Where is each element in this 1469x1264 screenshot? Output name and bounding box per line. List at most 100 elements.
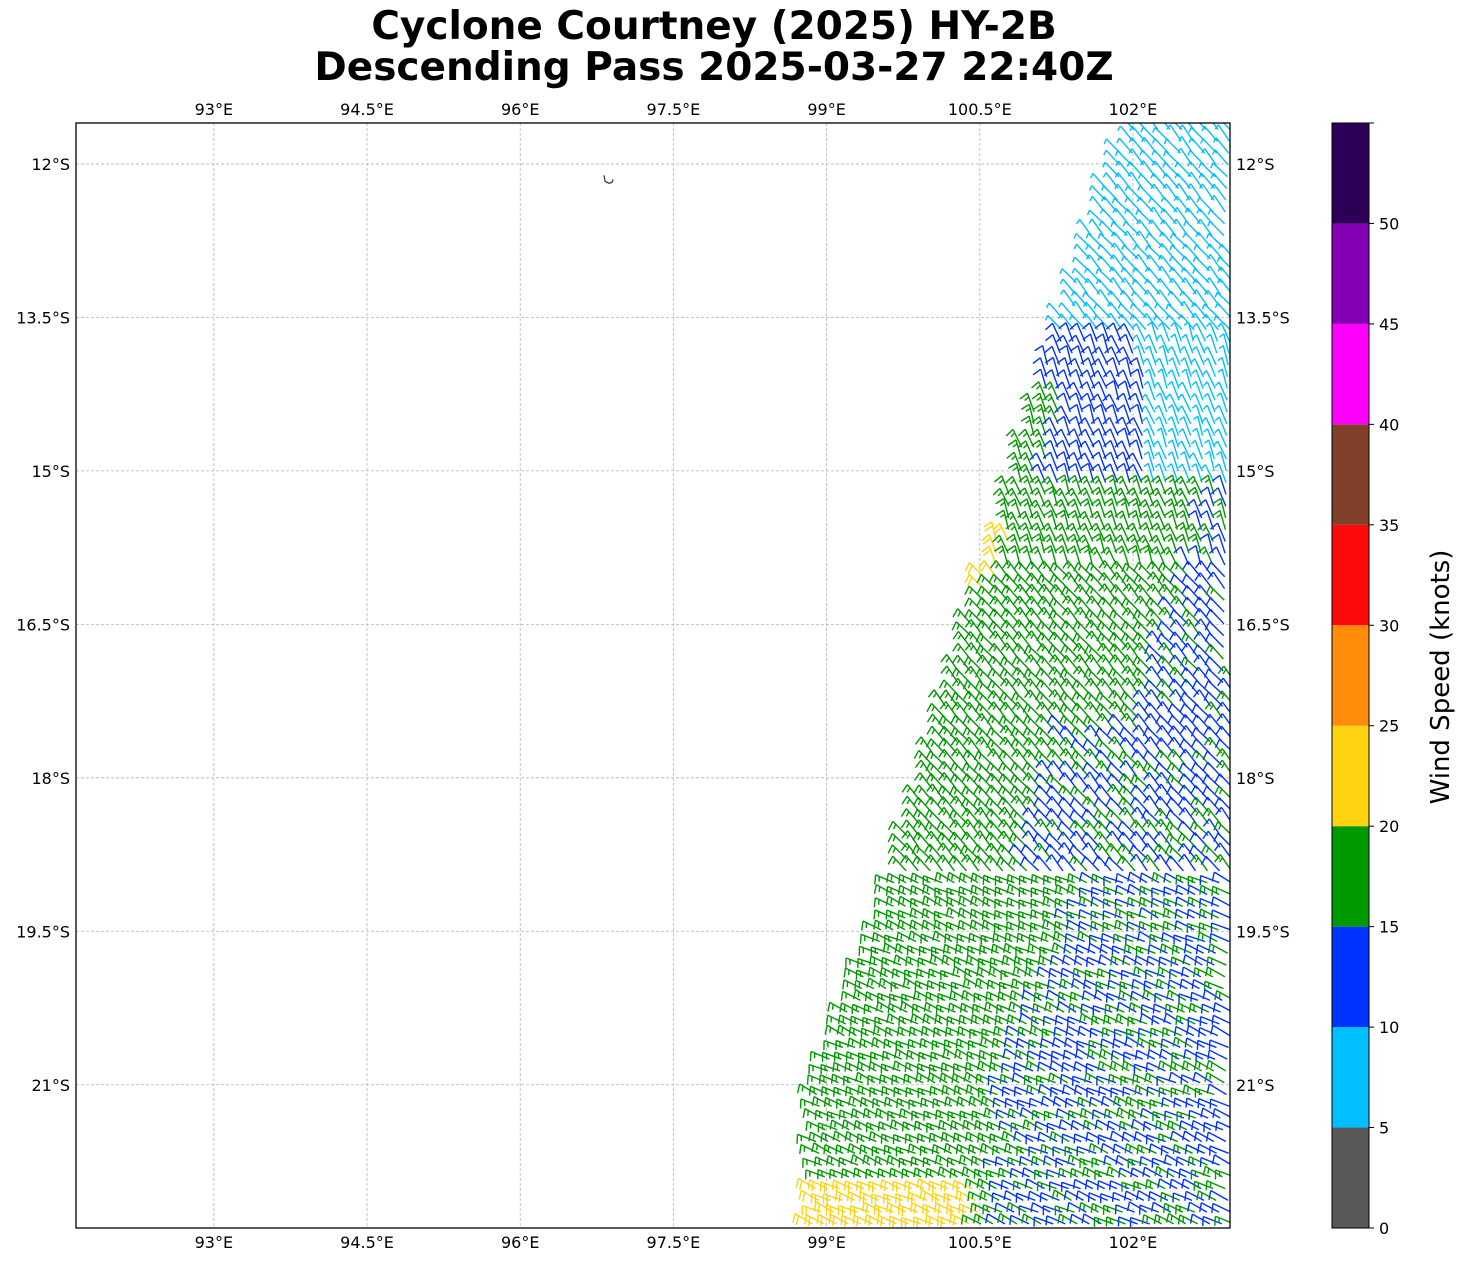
wind-barb <box>1177 1214 1199 1225</box>
wind-barb <box>1094 1169 1115 1180</box>
wind-barb <box>799 1144 820 1155</box>
wind-barb <box>937 1119 959 1131</box>
wind-barb <box>1160 219 1177 236</box>
wind-barb <box>1090 910 1111 921</box>
wind-barb <box>1072 277 1089 295</box>
wind-barb <box>1126 1201 1148 1213</box>
wind-barb <box>1104 404 1120 425</box>
wind-barb <box>1143 980 1164 991</box>
wind-barb <box>1095 268 1114 284</box>
wind-barb <box>1207 1049 1228 1060</box>
wind-barb <box>825 1014 847 1025</box>
wind-barb <box>887 833 908 848</box>
wind-barb <box>857 957 878 969</box>
wind-barb <box>1053 522 1070 542</box>
wind-barb <box>1108 969 1129 980</box>
lon-tick-label-top: 97.5°E <box>647 100 701 119</box>
wind-barb <box>1000 677 1019 695</box>
wind-barb <box>1219 333 1230 354</box>
wind-barb <box>820 1132 841 1143</box>
wind-barb <box>1119 981 1140 992</box>
lon-tick-label-top: 93°E <box>195 100 233 119</box>
wind-barb <box>1192 427 1204 448</box>
wind-barb <box>1190 807 1210 825</box>
lat-tick-label-right: 13.5°S <box>1236 308 1290 327</box>
wind-barb <box>1216 701 1230 714</box>
wind-barb <box>1173 1097 1194 1108</box>
wind-barb <box>911 1003 932 1014</box>
wind-barb <box>1210 909 1230 920</box>
wind-barb <box>995 856 1016 872</box>
wind-barb <box>1173 934 1194 945</box>
wind-barb <box>976 1178 997 1190</box>
lat-tick-label-left: 18°S <box>31 769 70 788</box>
wind-barb <box>1187 1201 1208 1213</box>
wind-barb <box>915 1072 936 1084</box>
wind-barb <box>998 691 1019 707</box>
wind-barb <box>1129 314 1147 331</box>
wind-barb <box>1190 762 1210 778</box>
wind-barb <box>1154 1119 1176 1131</box>
wind-barb <box>1052 1095 1074 1107</box>
wind-barb <box>1049 954 1071 966</box>
wind-barb <box>1029 452 1047 472</box>
wind-barb <box>997 991 1018 1002</box>
wind-barb <box>1205 966 1226 978</box>
wind-barb <box>1123 1051 1144 1062</box>
wind-barb <box>1037 1061 1058 1072</box>
wind-barb <box>1041 476 1058 495</box>
wind-barb <box>1121 1131 1142 1143</box>
wind-barb <box>1036 632 1056 648</box>
wind-barb <box>1080 1003 1101 1014</box>
wind-barb <box>1173 1025 1195 1037</box>
wind-barb <box>1025 1134 1046 1145</box>
wind-barb <box>986 679 1007 695</box>
wind-barb <box>1034 1120 1055 1132</box>
wind-barb <box>1214 381 1228 401</box>
wind-barb <box>1037 1083 1059 1096</box>
wind-barb <box>1064 1097 1085 1108</box>
wind-barb <box>958 886 979 897</box>
wind-barb <box>1166 1167 1187 1179</box>
wind-barb <box>1203 357 1217 377</box>
wind-barb <box>838 1109 859 1120</box>
wind-barb <box>921 895 943 907</box>
wind-barb <box>1054 381 1072 401</box>
wind-barb <box>1171 944 1192 955</box>
wind-barb <box>1035 679 1055 695</box>
wind-barb <box>1205 322 1219 342</box>
wind-barb <box>1203 101 1217 117</box>
wind-barb <box>997 785 1017 801</box>
wind-barb <box>935 1004 956 1015</box>
colorbar-tick-label: 10 <box>1379 1018 1399 1037</box>
wind-barb <box>1139 1012 1160 1025</box>
wind-barb <box>1133 561 1153 578</box>
wind-barb <box>1091 358 1108 378</box>
wind-barb <box>1203 725 1223 742</box>
wind-barb <box>1090 369 1108 389</box>
wind-barb <box>973 784 993 801</box>
wind-barb <box>835 1144 856 1155</box>
wind-barb <box>1164 855 1184 872</box>
wind-barb <box>951 654 971 672</box>
wind-barb <box>1142 416 1156 436</box>
wind-barb <box>1102 533 1118 554</box>
wind-barb <box>1214 1169 1230 1180</box>
wind-barb <box>1015 1192 1036 1203</box>
wind-barb <box>1090 416 1107 436</box>
wind-barb <box>1077 920 1099 932</box>
wind-barb <box>1099 208 1117 225</box>
wind-barb <box>1076 1145 1097 1157</box>
wind-barb <box>1063 943 1084 954</box>
wind-barb <box>1121 244 1139 260</box>
wind-barb <box>850 1108 871 1119</box>
wind-barb <box>1114 1204 1135 1215</box>
wind-barb <box>1180 966 1202 978</box>
wind-barb <box>1018 475 1034 495</box>
wind-barb <box>948 842 968 860</box>
wind-barb <box>1081 990 1102 1001</box>
wind-barb <box>1124 1036 1145 1049</box>
wind-barb <box>1037 955 1058 966</box>
wind-barb <box>1132 609 1153 625</box>
colorbar-tick-label: 20 <box>1379 817 1399 836</box>
